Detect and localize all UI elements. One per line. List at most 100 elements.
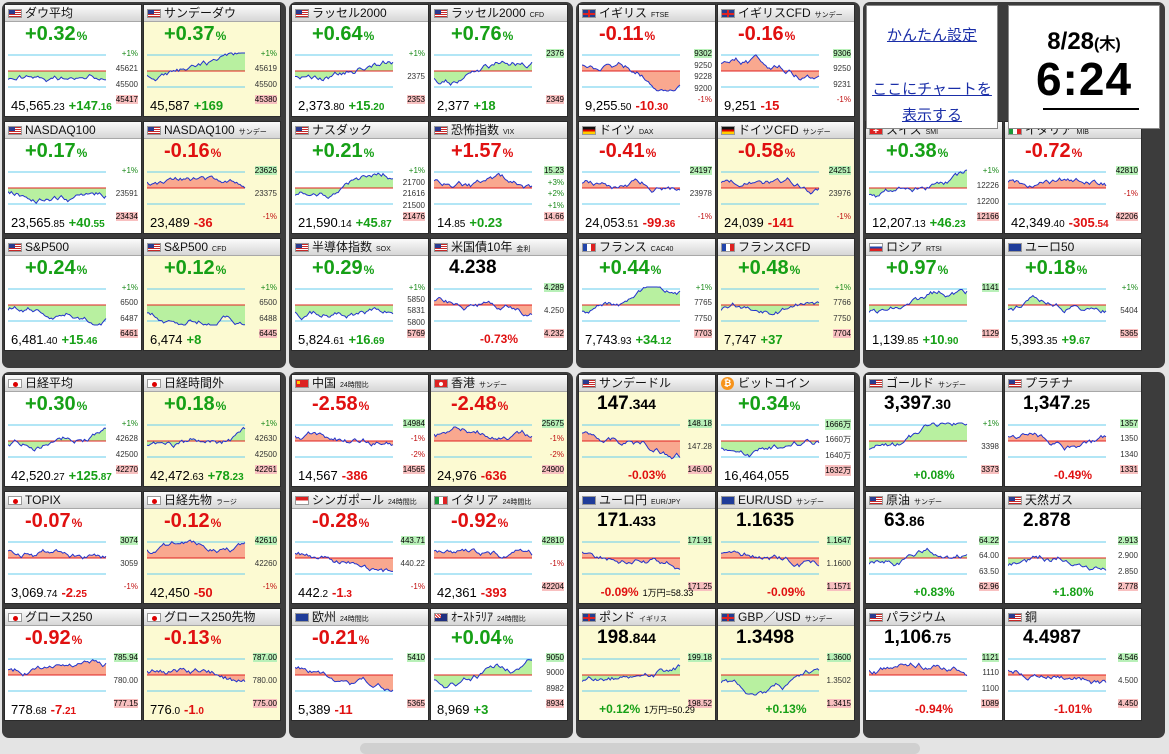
axis-label: 6488: [259, 314, 277, 323]
easy-settings-link[interactable]: かんたん設定: [886, 27, 977, 44]
footer-price: 776: [150, 702, 172, 717]
tile-russell-cfd[interactable]: ラッセル2000 CFD +0.76% 2376 2349 2,377 +18: [430, 4, 568, 117]
tile-eurjpy[interactable]: ユーロ円 EUR/JPY 171.433 171.91 171.25 -0.09% 1万円=…: [578, 491, 716, 604]
axis-label: 1.1571: [826, 582, 851, 591]
tile-nasdaq-sun[interactable]: NASDAQ100 サンデー -0.16% 23626 23375 -1% 23,489 -3…: [143, 121, 281, 234]
tile-bond[interactable]: ポンド イギリス 198.844 199.18 198.52 +0.12% 1万円=50.2…: [578, 608, 716, 721]
tile-header: 原油 サンデー: [866, 492, 1002, 509]
change-percent: -0.72%: [1025, 140, 1082, 163]
footer-change: -0.03%: [579, 468, 715, 482]
tile-vix[interactable]: 恐怖指数 VIX +1.57% 15.23 +3% +2% +1% 14.66 14.85 +0.…: [430, 121, 568, 234]
tile-eurusd[interactable]: EUR/USD サンデー 1.1635 1.1647 1.1600 1.1571 -0.09…: [717, 491, 855, 604]
tile-footer: 23,489 -36: [150, 215, 213, 230]
tile-smi[interactable]: スイスSMI+0.38%+1%12226122001216612,207.13+…: [865, 121, 1003, 234]
tile-italy24[interactable]: イタリア 24時間比 -0.92% 42810 -1% 42204 42,361 -393: [430, 491, 568, 604]
footer-change-main: -386: [341, 468, 368, 483]
tile-footer: 776.0 -1.0: [150, 702, 204, 717]
tile-cac-cfd[interactable]: フランスCFD +0.48% +1% 7766 7750 7704 7,747 +37: [717, 238, 855, 351]
tile-nikkei[interactable]: 日経平均 +0.30% +1% 42628 42500 42270 42,520.27 +12…: [4, 374, 142, 487]
tile-sp500-cfd[interactable]: S&P500 CFD +0.12% +1% 6500 6488 6445 6,474 +8: [143, 238, 281, 351]
chart-fill: [8, 305, 106, 325]
tile-oil[interactable]: 原油 サンデー 63.86 64.22 64.00 63.50 62.96 +0.83%: [865, 491, 1003, 604]
tile-ftse[interactable]: イギリス FTSE -0.11% 9302 9250 9228 9200 -1% 9,255.5…: [578, 4, 716, 117]
tile-title: 原油: [886, 493, 911, 507]
tile-growth[interactable]: グロース250 -0.92% 785.94 780.00 777.15 778.68 -7.…: [4, 608, 142, 721]
footer-change-main: -2: [61, 585, 74, 600]
tile-sg[interactable]: シンガポール 24時間比 -0.28% 443.71 440.22 -1% 442.2 -1.…: [291, 491, 429, 604]
axis-label: +1%: [695, 283, 712, 292]
tile-sunday-dow[interactable]: サンデーダウ +0.37% +1% 45619 45500 45380 45,587 +169: [143, 4, 281, 117]
chart-here-link[interactable]: ここにチャートを: [872, 81, 992, 98]
footer-change: +15.46: [61, 332, 97, 347]
footer-change: +10.90: [922, 332, 958, 347]
tile-dax[interactable]: ドイツ DAX -0.41% 24197 23978 -1% 24,053.51 -99.36: [578, 121, 716, 234]
horizontal-scrollbar[interactable]: [360, 743, 920, 754]
axis-label: 2376: [546, 49, 564, 58]
tile-russell[interactable]: ラッセル2000 +0.64% +1% 2375 2353 2,373.80 +15.20: [291, 4, 429, 117]
tile-nikkei-ah[interactable]: 日経時間外 +0.18% +1% 42630 42500 42261 42,472.63 +7…: [143, 374, 281, 487]
flag-au-icon: [434, 613, 448, 622]
weekday: (木): [1094, 36, 1121, 53]
flag-us-icon: [1008, 379, 1022, 388]
tile-us10y[interactable]: 米国債10年 金利 4.238 4.289 4.250 4.232 -0.73%: [430, 238, 568, 351]
tile-nasdaq[interactable]: NASDAQ100 +0.17% +1% 23591 23434 23,565.85 +40…: [4, 121, 142, 234]
axis-label: 42810: [541, 536, 564, 545]
tile-dow[interactable]: ダウ平均 +0.32% +1% 45621 45500 45417 45,565.23 +14…: [4, 4, 142, 117]
tile-cac[interactable]: フランス CAC40 +0.44% +1% 7765 7750 7703 7,743.93 +3…: [578, 238, 716, 351]
percent-sign: %: [215, 263, 227, 277]
tile-hk[interactable]: 香港 サンデー -2.48% 25675 -1% -2% 24900 24,976 -636: [430, 374, 568, 487]
price-line: [434, 172, 533, 189]
tile-eu50[interactable]: ユーロ50 +0.18% +1% 5404 5365 5,393.35 +9.67: [1004, 238, 1142, 351]
tile-header: サンデードル: [579, 375, 715, 392]
tile-dax-cfd[interactable]: ドイツCFD サンデー -0.58% 24251 23976 -1% 24,039 -141: [717, 121, 855, 234]
tile-europe[interactable]: 欧州 24時間比 -0.21% 5410 5365 5,389 -11: [291, 608, 429, 721]
axis-label: 5365: [407, 699, 425, 708]
footer-change-decimal: .30: [654, 102, 669, 113]
tile-sox[interactable]: 半導体指数 SOX +0.29% +1% 5850 5831 5800 5769 5,824.6…: [291, 238, 429, 351]
tile-platinum[interactable]: プラチナ 1,347.25 1357 1350 1340 1331 -0.49%: [1004, 374, 1142, 487]
footer-change-decimal: .54: [1094, 219, 1109, 230]
footer-price-decimal: .51: [624, 219, 639, 230]
tile-natgas[interactable]: 天然ガス 2.878 2.913 2.900 2.850 2.778 +1.80%: [1004, 491, 1142, 604]
tile-copper[interactable]: 銅 4.4987 4.546 4.500 4.450 -1.01%: [1004, 608, 1142, 721]
tile-sp500[interactable]: S&P500 +0.24% +1% 6500 6487 6461 6,481.40 +15.4…: [4, 238, 142, 351]
tile-title: フランスCFD: [738, 240, 811, 254]
footer-price-decimal: .14: [337, 219, 352, 230]
tile-palladium[interactable]: パラジウム 1,106.75 1121 1110 1100 1089 -0.94%: [865, 608, 1003, 721]
tile-btc[interactable]: ₿ ビットコイン +0.34% 1666万 1660万 1640万 1632万 16,464,…: [717, 374, 855, 487]
tile-nasdaq-comp[interactable]: ナスダック +0.21% +1% 21700 21616 21500 21476 21,590…: [291, 121, 429, 234]
footer-price-decimal: .74: [43, 589, 58, 600]
price-main: 4.4987: [1023, 627, 1082, 648]
tile-usdjpy[interactable]: サンデードル 147.344 148.18 147.28 146.00 -0.03%: [578, 374, 716, 487]
percent-sign: %: [76, 399, 88, 413]
tile-gbpusd[interactable]: GBP／USD サンデー 1.3498 1.3600 1.3502 1.3415 +0.13…: [717, 608, 855, 721]
axis-label: 4.546: [1117, 653, 1138, 662]
tile-header: 日経先物 ラージ: [144, 492, 280, 509]
mini-chart: [147, 539, 246, 575]
chart-fill: [582, 551, 680, 570]
footer-price: 5,393: [1011, 332, 1044, 347]
tile-header: ユーロ円 EUR/JPY: [579, 492, 715, 509]
mini-chart: [434, 54, 533, 88]
footer-price: 42,520: [11, 468, 51, 483]
tile-gold[interactable]: ゴールド サンデー 3,397.30 +1% 3398 3373 +0.08%: [865, 374, 1003, 487]
show-link[interactable]: 表示する: [901, 107, 962, 124]
tile-growth-fut[interactable]: グロース250先物 -0.13% 787.00 780.00 775.00 776.0 -1…: [143, 608, 281, 721]
tile-title: サンデードル: [599, 376, 672, 390]
time-display: 6:24: [1035, 53, 1133, 105]
tile-ftse-cfd[interactable]: イギリスCFD サンデー -0.16% 9306 9250 9231 -1% 9,251 -15: [717, 4, 855, 117]
footer-change-value: +0.12%: [599, 702, 641, 716]
footer-price: 9,251: [724, 98, 757, 113]
axis-label: 42261: [254, 465, 277, 474]
tile-rtsi[interactable]: ロシア RTSI +0.97% 1141 1129 1,139.85 +10.90: [865, 238, 1003, 351]
price-value: 171.433: [597, 510, 656, 532]
tile-topix[interactable]: TOPIX -0.07% 3074 3059 -1% 3,069.74 -2.25: [4, 491, 142, 604]
mini-chart: [582, 171, 681, 205]
tile-mib[interactable]: イタリア MIB -0.72% 42810 -1% 42206 42,349.40 -305.…: [1004, 121, 1142, 234]
tile-aus[interactable]: ｵｰｽﾄﾗﾘｱ 24時間比 +0.04% 9050 9000 8982 8934 8,969 +…: [430, 608, 568, 721]
axis-label: 775.00: [252, 699, 277, 708]
tile-nikkei-fut[interactable]: 日経先物 ラージ -0.12% 42610 42260 -1% 42,450 -50: [143, 491, 281, 604]
flag-jp-icon: [8, 496, 22, 505]
percent-sign: %: [789, 399, 801, 413]
tile-china[interactable]: 中国 24時間比 -2.58% 14984 -1% -2% 14565 14,567 -386: [291, 374, 429, 487]
